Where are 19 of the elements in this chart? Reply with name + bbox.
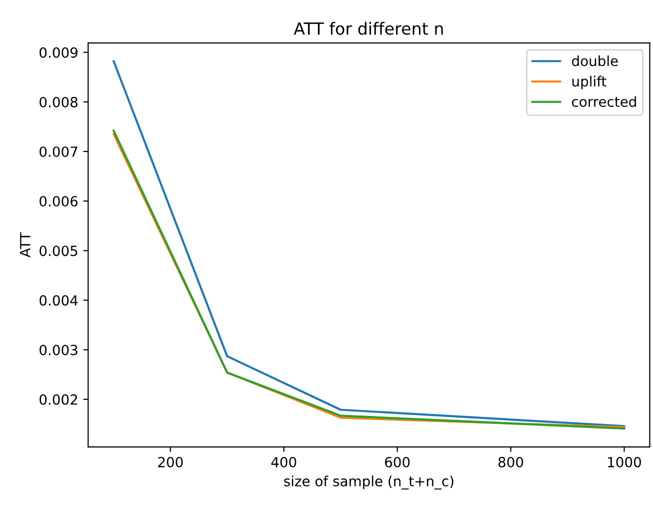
y-tick-label: 0.008	[40, 96, 78, 108]
y-tick-label: 0.002	[40, 394, 78, 405]
x-tick-label: 600	[385, 456, 410, 468]
legend-label: uplift	[572, 76, 606, 90]
y-tick-label: 0.007	[40, 146, 78, 157]
x-tick-label: 400	[271, 456, 296, 468]
y-axis-title: ATT	[20, 232, 30, 258]
legend-label: double	[572, 55, 618, 66]
legend-label: corrected	[572, 96, 636, 107]
x-tick-label: 800	[498, 456, 524, 468]
chart-title: ATT for different n	[294, 22, 443, 35]
y-tick-label: 0.009	[40, 47, 78, 58]
x-tick-label: 1000	[608, 456, 641, 468]
x-axis-title: size of sample (n_t+n_c)	[284, 476, 454, 490]
y-tick-label: 0.004	[40, 295, 78, 306]
y-tick-label: 0.006	[40, 196, 78, 207]
y-tick-label: 0.005	[40, 246, 78, 256]
x-tick-label: 200	[158, 456, 183, 468]
y-tick-label: 0.003	[40, 344, 78, 356]
